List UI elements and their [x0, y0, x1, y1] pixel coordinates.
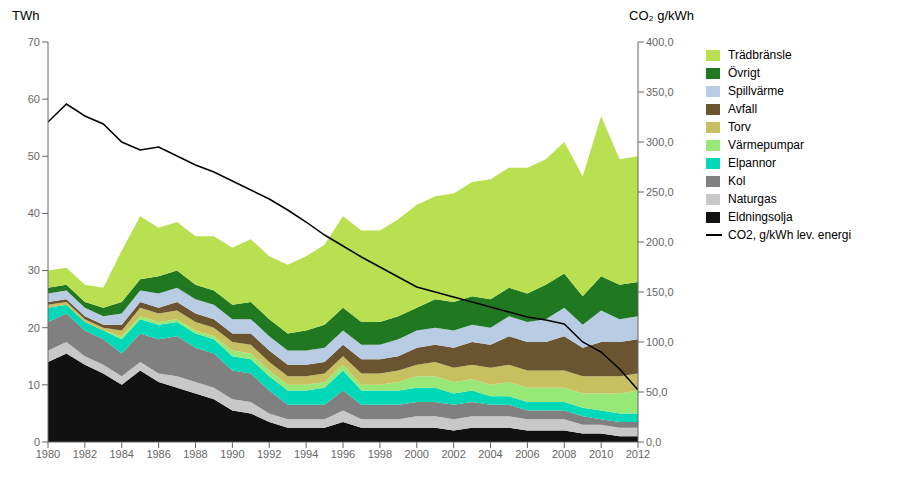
svg-text:2004: 2004 [478, 448, 502, 460]
svg-text:150,0: 150,0 [646, 286, 674, 298]
svg-text:1992: 1992 [257, 448, 281, 460]
html-text:TWh: TWh [12, 8, 40, 23]
svg-text:2012: 2012 [626, 448, 650, 460]
svg-text:200,0: 200,0 [646, 236, 674, 248]
html-text:Övrigt: Övrigt [728, 66, 760, 80]
html-text:Kol: Kol [728, 174, 746, 188]
svg-text:1990: 1990 [220, 448, 244, 460]
svg-text:20: 20 [28, 322, 40, 334]
html-text:Naturgas: Naturgas [728, 192, 777, 206]
svg-text:60: 60 [28, 93, 40, 105]
html-text:Trädbränsle: Trädbränsle [728, 48, 792, 62]
svg-text:1982: 1982 [73, 448, 97, 460]
html-text:Värmepumpar: Värmepumpar [728, 138, 804, 152]
svg-text:0: 0 [34, 436, 40, 448]
svg-text:30: 30 [28, 264, 40, 276]
svg-text:1996: 1996 [331, 448, 355, 460]
svg-text:2000: 2000 [405, 448, 429, 460]
svg-text:100,0: 100,0 [646, 336, 674, 348]
svg-text:70: 70 [28, 36, 40, 48]
svg-text:50,0: 50,0 [646, 386, 667, 398]
html-text:CO2, g/kWh lev. energi: CO2, g/kWh lev. energi [728, 228, 852, 242]
svg-text:2006: 2006 [515, 448, 539, 460]
html-text:CO₂ g/kWh: CO₂ g/kWh [629, 8, 694, 23]
svg-text:10: 10 [28, 379, 40, 391]
html-text:Torv: Torv [728, 120, 751, 134]
svg-text:1998: 1998 [368, 448, 392, 460]
svg-text:1980: 1980 [36, 448, 60, 460]
svg-text:2010: 2010 [589, 448, 613, 460]
svg-text:0,0: 0,0 [646, 436, 661, 448]
svg-text:50: 50 [28, 150, 40, 162]
svg-text:300,0: 300,0 [646, 136, 674, 148]
html-text:Elpannor: Elpannor [728, 156, 776, 170]
svg-text:400,0: 400,0 [646, 36, 674, 48]
html-text:Eldningsolja: Eldningsolja [728, 210, 793, 224]
svg-text:1984: 1984 [110, 448, 134, 460]
svg-text:1994: 1994 [294, 448, 318, 460]
svg-text:1986: 1986 [146, 448, 170, 460]
svg-text:350,0: 350,0 [646, 86, 674, 98]
svg-text:40: 40 [28, 207, 40, 219]
svg-text:2002: 2002 [441, 448, 465, 460]
svg-text:250,0: 250,0 [646, 186, 674, 198]
svg-text:1988: 1988 [183, 448, 207, 460]
svg-text:2008: 2008 [552, 448, 576, 460]
html-text:Spillvärme: Spillvärme [728, 84, 784, 98]
html-text:Avfall: Avfall [728, 102, 758, 116]
